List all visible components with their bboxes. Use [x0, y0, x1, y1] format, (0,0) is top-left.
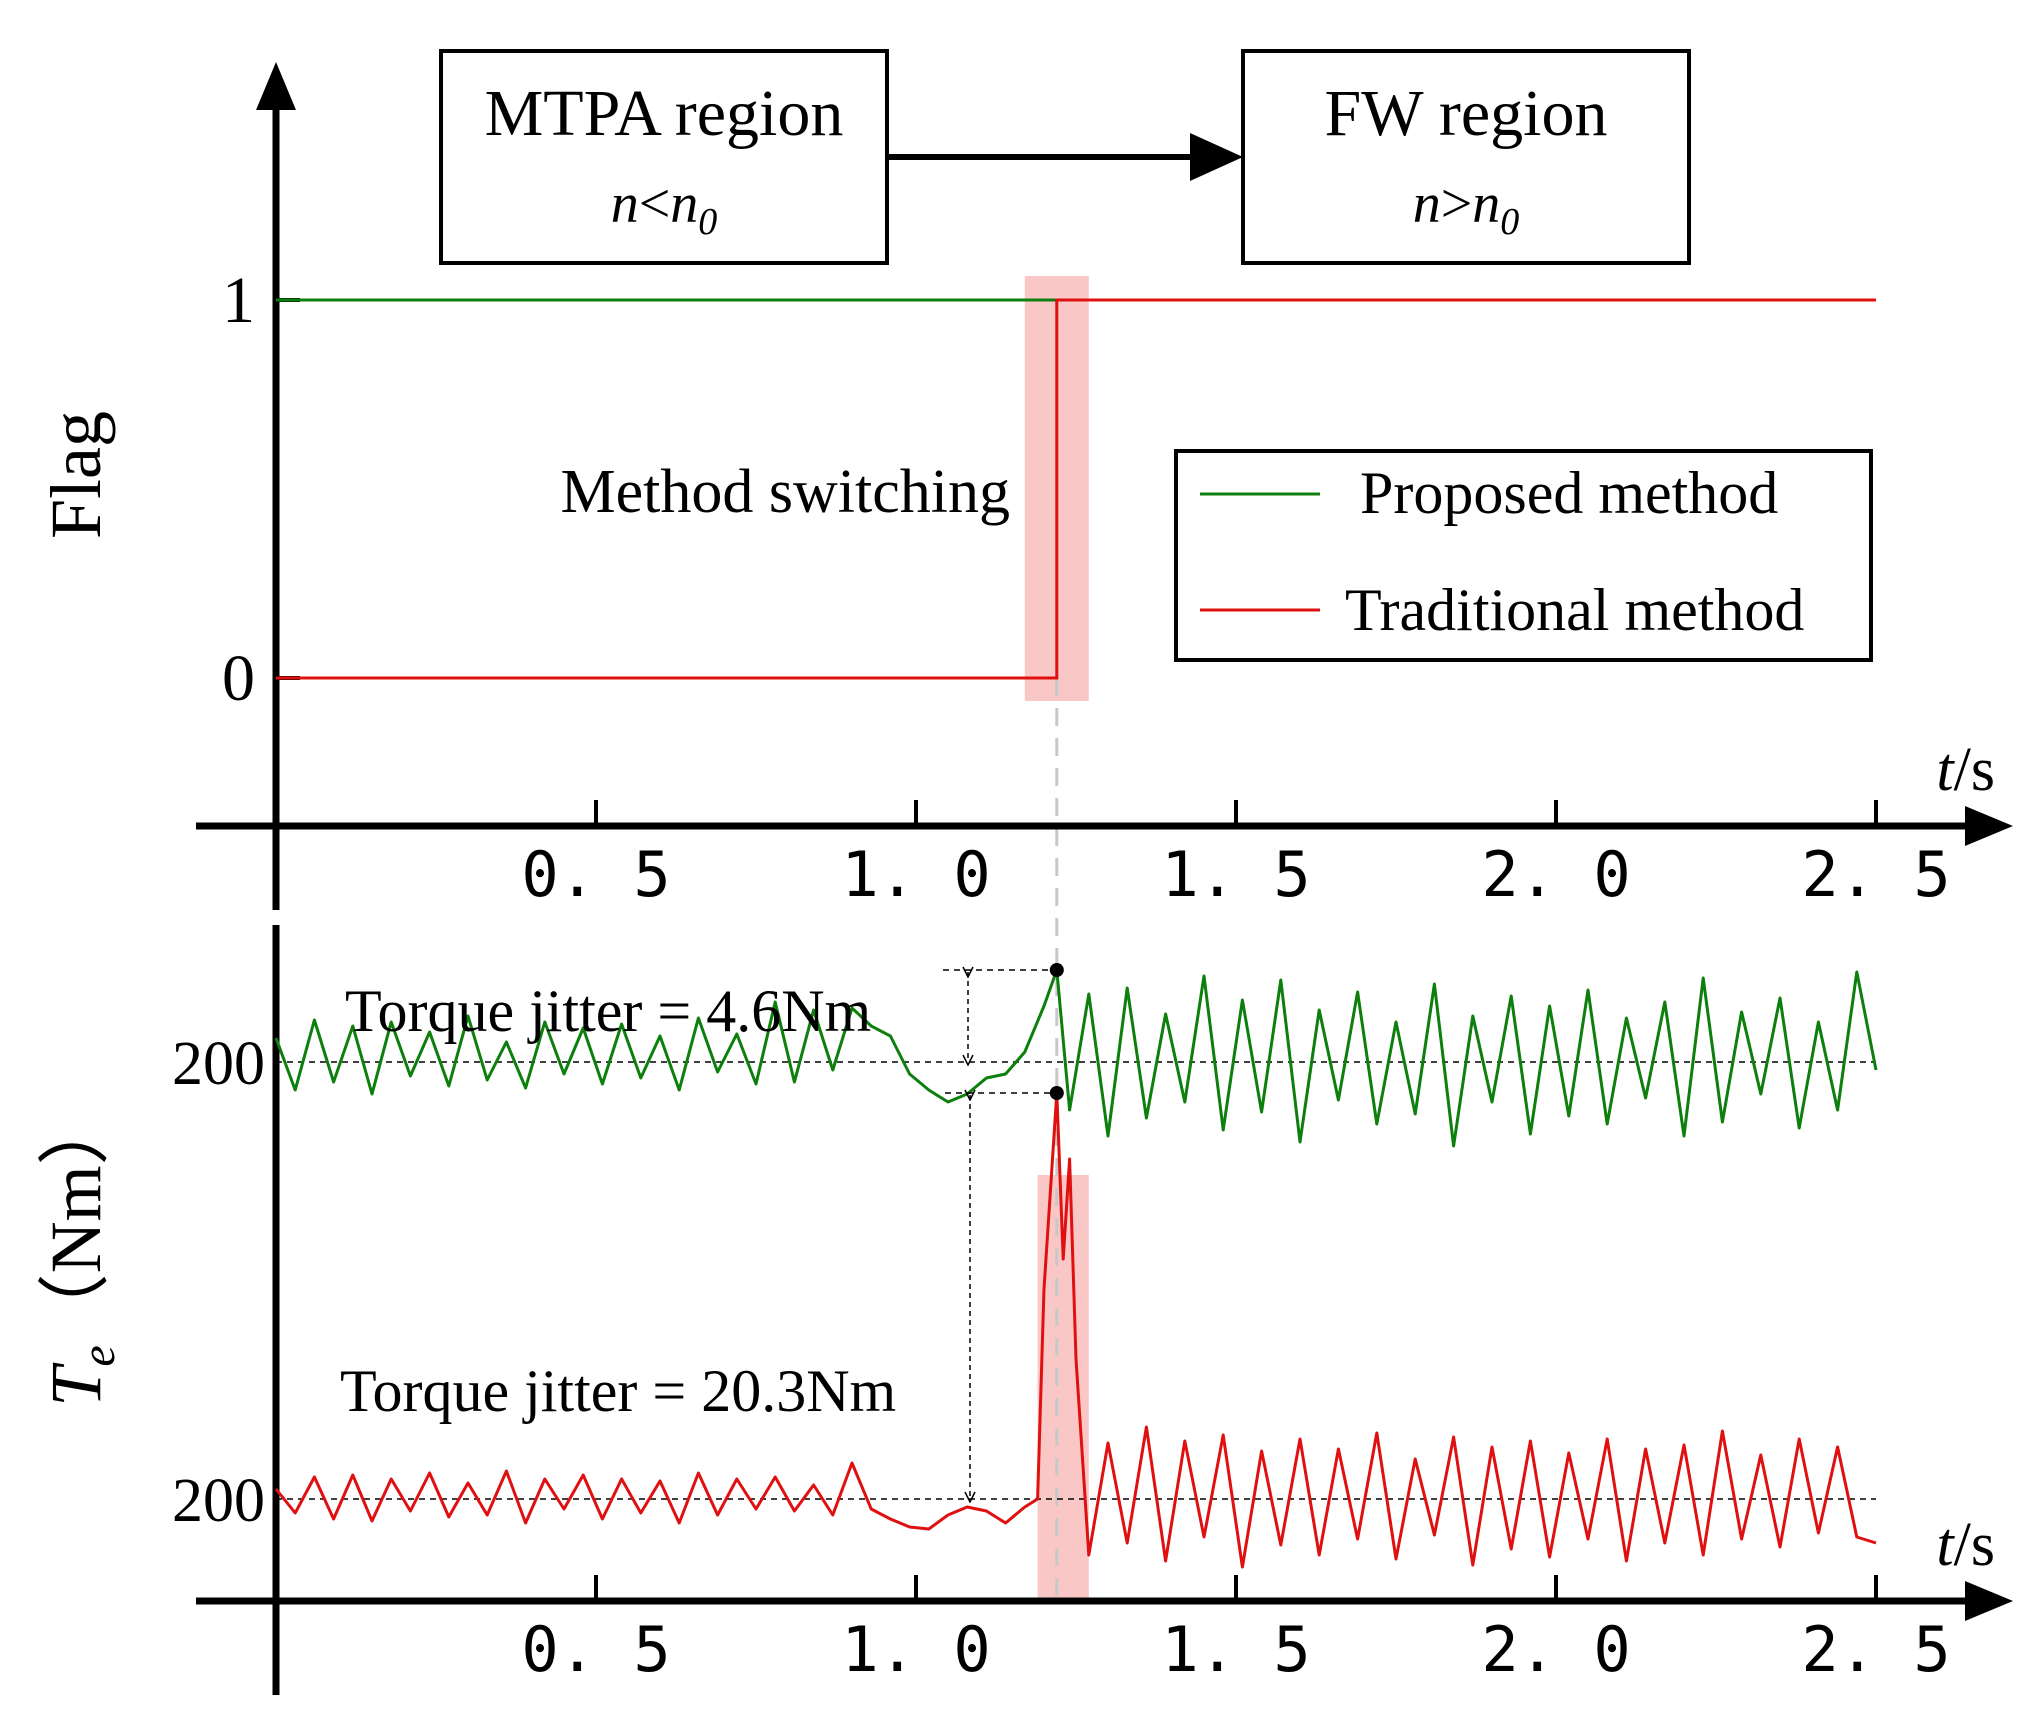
- fw-region-box: [1241, 49, 1691, 265]
- top-x-axis-unit: /s: [1954, 736, 1995, 804]
- legend-traditional-label: Traditional method: [1345, 577, 1804, 643]
- bottom-x-axis-var: t: [1936, 1511, 1955, 1579]
- top-x-tick-label: 2. 0: [1481, 838, 1630, 911]
- bottom-x-tick-label: 2. 5: [1801, 1613, 1950, 1686]
- bottom-y-axis-label: Te（Nm）: [36, 1093, 125, 1406]
- top-x-axis-var: t: [1936, 736, 1955, 804]
- top-y-tick-label-1: 1: [222, 264, 255, 337]
- top-y-axis-arrow-icon: [256, 62, 296, 110]
- top-x-tick-label: 2. 5: [1801, 838, 1950, 911]
- fw-cond-op: >: [1441, 173, 1473, 235]
- bottom-x-tick-labels: 0. 5 1. 0 1. 5 2. 0 2. 5: [521, 1613, 1950, 1686]
- bottom-x-tick-label: 1. 0: [841, 1613, 990, 1686]
- mtpa-region-condition: n<n0: [611, 173, 718, 243]
- top-series-traditional-line: [276, 298, 1876, 680]
- mtpa-cond-op: <: [639, 173, 671, 235]
- bottom-x-tick-label: 2. 0: [1481, 1613, 1630, 1686]
- bottom-x-tick-label: 1. 5: [1161, 1613, 1310, 1686]
- proposed-jitter-peak-dot: [1049, 963, 1064, 977]
- bottom-series-proposed-line: [274, 968, 1878, 1148]
- traditional-jitter-label: Torque jitter = 20.3Nm: [340, 1358, 896, 1424]
- top-panel: MTPA region n<n0 FW region n>n0 0. 5 1. 0…: [36, 49, 2013, 911]
- region-transition-arrowhead-icon: [1190, 133, 1243, 181]
- bottom-x-axis-label: t/s: [1936, 1511, 1995, 1579]
- traditional-jitter-peak-dot: [1049, 1086, 1064, 1100]
- mtpa-cond-ref: n: [670, 173, 698, 235]
- legend-box: [1174, 449, 1873, 662]
- mtpa-cond-var: n: [611, 173, 639, 235]
- top-y-axis-label: Flag: [36, 411, 116, 539]
- bottom-panel: 0. 5 1. 0 1. 5 2. 0 2. 5 t/s Te（Nm） 200 200 …: [36, 925, 2013, 1695]
- traditional-baseline-label: 200: [172, 1467, 265, 1535]
- top-x-axis-label: t/s: [1936, 736, 1995, 804]
- bottom-x-ticks: [594, 1575, 1878, 1601]
- bottom-x-axis-unit: /s: [1954, 1511, 1995, 1579]
- top-y-tick-label-0: 0: [222, 642, 255, 715]
- mtpa-region-box: [439, 49, 889, 265]
- top-x-axis-arrow-icon: [1965, 806, 2013, 846]
- bottom-series-traditional-line: [274, 1091, 1877, 1569]
- bottom-y-axis-sub: e: [72, 1345, 125, 1366]
- top-x-ticks: [594, 800, 1878, 826]
- fw-cond-ref: n: [1472, 173, 1500, 235]
- fw-region-condition: n>n0: [1413, 173, 1520, 243]
- fw-cond-var: n: [1413, 173, 1441, 235]
- proposed-jitter-label: Torque jitter = 4.6Nm: [345, 978, 871, 1044]
- top-x-tick-labels: 0. 5 1. 0 1. 5 2. 0 2. 5: [521, 838, 1950, 911]
- method-switching-label: Method switching: [561, 458, 1010, 526]
- fw-region-title: FW region: [1325, 77, 1608, 150]
- mtpa-region-title: MTPA region: [485, 77, 844, 150]
- bottom-y-axis-unit: （Nm）: [36, 1093, 116, 1345]
- top-x-tick-label: 1. 0: [841, 838, 990, 911]
- legend-proposed-label: Proposed method: [1360, 460, 1778, 526]
- fw-cond-sub: 0: [1500, 201, 1519, 243]
- bottom-x-tick-label: 0. 5: [521, 1613, 670, 1686]
- proposed-baseline-label: 200: [172, 1030, 265, 1098]
- bottom-y-axis-var: T: [36, 1362, 116, 1407]
- top-x-tick-label: 1. 5: [1161, 838, 1310, 911]
- top-x-tick-label: 0. 5: [521, 838, 670, 911]
- bottom-x-axis-arrow-icon: [1965, 1581, 2013, 1621]
- mtpa-cond-sub: 0: [698, 201, 717, 243]
